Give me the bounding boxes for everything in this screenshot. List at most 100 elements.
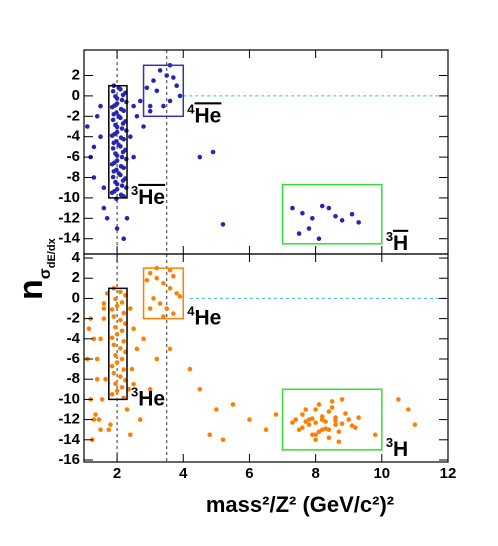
point	[161, 103, 166, 109]
point	[114, 303, 120, 309]
y-tick-label: -8	[67, 370, 80, 387]
point	[110, 89, 116, 94]
point	[120, 149, 126, 155]
selection-box	[142, 64, 185, 118]
point	[326, 409, 332, 414]
point	[161, 280, 166, 286]
particle-label: 4He	[187, 101, 221, 127]
y-tick-label: -8	[67, 168, 80, 185]
point	[110, 146, 116, 151]
point	[313, 420, 318, 425]
point	[339, 218, 345, 223]
point	[141, 124, 146, 129]
point	[94, 356, 100, 362]
point	[207, 432, 213, 438]
label-symbol: He	[138, 387, 165, 410]
point	[310, 432, 315, 438]
y-tick-label: 2	[72, 66, 80, 83]
point	[119, 328, 125, 334]
point	[220, 222, 226, 227]
point	[101, 301, 107, 306]
point	[99, 397, 105, 402]
particle-label: 3H	[386, 435, 408, 461]
point	[157, 301, 163, 306]
point	[329, 399, 335, 404]
point	[333, 213, 338, 219]
point	[164, 306, 170, 311]
label-mass: 3	[386, 229, 393, 244]
point	[303, 419, 309, 424]
point	[313, 437, 318, 443]
point	[356, 415, 361, 420]
x-tick-label: 4	[179, 465, 188, 482]
point	[147, 387, 153, 392]
label-mass: 4	[187, 101, 195, 116]
point	[120, 178, 126, 183]
x-tick-label: 10	[373, 465, 390, 482]
point	[109, 392, 115, 397]
point	[396, 397, 401, 402]
point	[164, 73, 170, 78]
point	[124, 407, 130, 412]
point	[94, 376, 100, 382]
selection-box	[281, 183, 383, 245]
point	[119, 300, 125, 305]
point	[109, 307, 115, 312]
point	[300, 412, 305, 417]
point	[151, 78, 156, 83]
point	[157, 68, 163, 73]
label-symbol: He	[195, 104, 222, 127]
point	[290, 420, 295, 425]
point	[316, 236, 322, 241]
y-tick-label: -10	[58, 189, 80, 206]
point	[137, 98, 143, 104]
point	[119, 97, 125, 103]
point	[296, 427, 302, 432]
point	[94, 114, 100, 119]
point	[303, 407, 309, 412]
point	[114, 331, 120, 337]
point	[111, 314, 117, 319]
y-tick-label: -6	[67, 350, 80, 367]
point	[114, 138, 119, 144]
point	[118, 317, 123, 323]
point	[108, 422, 113, 427]
label-mass: 3	[386, 435, 393, 450]
point	[106, 427, 112, 432]
point	[329, 405, 335, 410]
point	[128, 134, 133, 139]
y-tick-label: -2	[67, 107, 80, 124]
point	[316, 402, 322, 407]
point	[161, 314, 166, 319]
point	[128, 432, 133, 438]
point	[147, 103, 153, 109]
y-tick-label: -4	[67, 330, 81, 347]
point	[333, 418, 338, 423]
point	[323, 419, 328, 424]
point	[214, 407, 219, 412]
point	[316, 429, 322, 435]
point	[96, 417, 102, 422]
point	[113, 296, 118, 302]
point	[109, 335, 115, 341]
point	[134, 346, 140, 352]
point	[171, 273, 176, 279]
selection-box	[108, 84, 128, 199]
point	[114, 181, 120, 187]
point	[336, 439, 342, 445]
point	[230, 402, 236, 407]
point	[296, 231, 302, 236]
point	[300, 210, 305, 216]
point	[290, 205, 295, 211]
point	[119, 183, 125, 188]
point	[210, 149, 216, 155]
point	[167, 286, 173, 291]
y-label-main: n	[12, 279, 50, 300]
point	[412, 422, 418, 427]
x-tick-label: 6	[245, 465, 253, 482]
point	[121, 339, 127, 344]
point	[85, 124, 90, 129]
point	[109, 363, 115, 369]
y-tick-label: -2	[67, 310, 80, 327]
